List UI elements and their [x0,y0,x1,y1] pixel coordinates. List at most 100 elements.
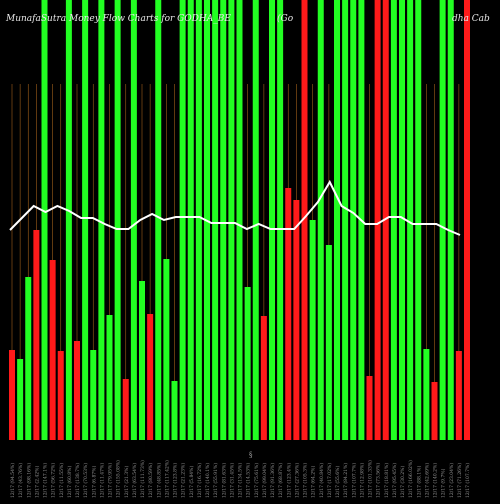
money-flow-bar [57,351,64,440]
price-line-series [9,179,461,236]
x-tick-label: 12/17 (91.36%) [269,463,276,498]
money-flow-bar [301,0,308,440]
x-tick-label: 12/17 (111.73%) [139,460,146,498]
x-tick-label: 12/17 (98.16%) [25,463,32,498]
x-tick-label: 12/17 (55.91%) [212,463,219,498]
chart-title: MunafaSutra Money Flow Charts for GODHA_… [5,14,231,24]
x-tick-label: 12/17 (21.3%) [123,466,130,498]
x-tick-label: 12/17 (5.84%) [188,466,195,498]
x-tick-label: 12/17 (31.45%) [228,463,235,498]
money-flow-bar [325,245,332,440]
x-tick-label: 12/17 (11.55%) [58,463,65,498]
x-tick-label: 12/17 (55.6%) [334,466,341,498]
money-flow-bar [423,349,430,440]
x-tick-label: 12/17 (60.8%) [66,466,73,498]
money-flow-bar [147,314,154,440]
x-tick-label: 12/17 (9.7%) [440,468,447,498]
x-tick-label: 12/17 (84.21%) [342,463,349,498]
x-tick-label: 12/17 (80.59%) [147,463,154,498]
money-flow-bar [334,0,340,440]
money-flow-bar [455,351,462,440]
money-flow-bar [114,0,121,440]
x-tick-label: 12/17 (95.45%) [391,463,398,498]
money-flow-bar [244,287,251,440]
x-tick-label: 12/17 (107.7%) [464,463,471,498]
x-tick-label: 12/17 (30.2%) [399,466,406,498]
money-flow-bar [25,277,32,440]
money-flow-bar [163,259,170,440]
money-flow-bar [90,350,97,440]
money-flow-bar [82,0,89,440]
money-flow-bar [179,0,186,440]
money-flow-bar [74,341,80,440]
x-tick-label: 12/17 (79.95%) [107,463,114,498]
money-flow-bar [366,376,373,440]
x-tick-label: 12/17 (16.72%) [196,463,203,498]
money-flow-bar [41,0,48,440]
x-tick-label: 12/17 (63.54%) [131,463,138,498]
chart-title-end: dha Cab [452,14,490,24]
x-tick-label: 12/17 (64.2%) [310,466,317,498]
x-tick-label: 12/17 (155.08%) [115,460,122,498]
price-line [9,179,461,236]
x-tick-label: 12/17 (48.85%) [155,463,162,498]
money-flow-bar [98,0,105,440]
x-tick-label: 12/17 (73.56%) [375,463,382,498]
money-flow-bar [9,350,15,440]
x-tick-label: 12/17 (117.42%) [163,460,170,498]
x-tick-label: 12/17 (40.84%) [318,463,325,498]
x-tick-label: 12/17 (70.53%) [82,463,89,498]
money-flow-bar [464,0,470,440]
x-tick-label: 12/17 (68.87%) [277,463,284,498]
axis-marker: § [249,451,253,459]
x-tick-label: 12/17 (71.26%) [456,463,463,498]
money-flow-bar [431,382,438,440]
money-flow-bar [220,0,227,440]
x-tick-label: 12/17 (42.69%) [423,463,430,498]
x-tick-label: 12/17 (123.4%) [285,463,292,498]
money-flow-bar [195,0,202,440]
x-tick-label: 12/17 (14.53%) [245,463,252,498]
x-tick-label: 12/17 (123.8%) [172,463,179,498]
money-flow-bar [285,188,292,440]
x-tick-label: 12/17 (101.33%) [367,460,374,498]
x-tick-label: 12/17 (17.02%) [326,463,333,498]
money-flow-bar [342,0,349,440]
money-flow-bar [33,230,40,440]
x-tick-label: 12/17 (147.1%) [42,463,49,498]
money-flow-bar [309,220,316,440]
x-tick-label: 12/17 (140.1%) [204,463,211,498]
money-flow-bar [228,0,235,440]
money-flow-bar [122,379,129,440]
money-flow-bar [399,0,405,440]
chart-title-continued: (Go [277,13,294,24]
x-tick-label: 12/17 (166.02%) [407,460,414,498]
money-flow-bar [155,0,162,440]
money-flow-bar [139,281,145,440]
money-flow-bar [236,0,243,440]
money-flow-bar [49,260,56,440]
x-tick-label: 12/17 (107.7%) [350,463,357,498]
money-flow-bar [277,0,284,440]
money-flow-bar [317,0,324,440]
x-tick-label: 12/17 (11.47%) [98,463,105,498]
money-flow-bar [65,0,72,440]
x-tick-label: 12/17 (56.72%) [50,463,57,498]
x-tick-label: 12/17 (81.63%) [220,463,227,498]
money-flow-bar [447,0,454,440]
x-tick-label: 12/17 (27.36%) [293,463,300,498]
money-flow-bar [260,316,267,440]
x-tick-label: 12/17 (75.61%) [253,463,260,498]
money-flow-bar [212,0,219,440]
x-tick-label: 12/17 (18.81%) [383,463,390,498]
x-tick-label: 12/17 (94.54%) [9,463,16,498]
money-flow-bar [17,359,24,440]
x-tick-label: 12/17 (43.76%) [17,463,24,498]
x-tick-label: 12/17 (134.5%) [237,463,244,498]
x-tick-label: 12/17 (12.98%) [358,463,365,498]
x-tick-label: 12/17 (2.42%) [33,466,40,498]
money-flow-bar [130,0,137,440]
money-flow-bar [269,0,275,440]
